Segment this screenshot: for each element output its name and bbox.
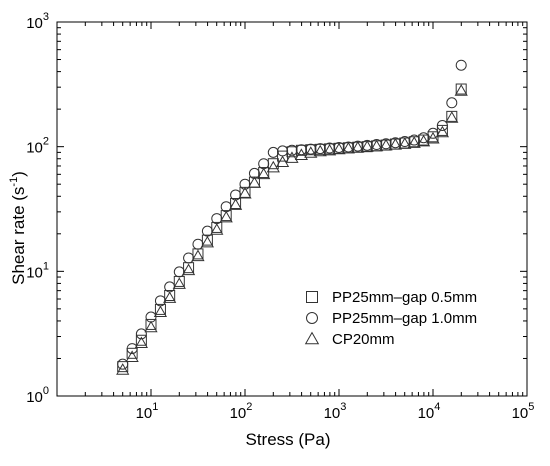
data-point-circle bbox=[418, 132, 430, 144]
legend-label: CP20mm bbox=[332, 331, 395, 348]
y-axis-label-close: ) bbox=[9, 171, 28, 177]
data-point-triangle bbox=[191, 249, 205, 262]
data-point-triangle bbox=[257, 167, 271, 180]
data-point-circle bbox=[135, 328, 147, 340]
y-axis-label-main: Shear rate (s bbox=[9, 187, 28, 285]
data-point-circle bbox=[192, 238, 204, 250]
x-tick-label: 102 bbox=[230, 401, 253, 422]
data-point-circle bbox=[305, 143, 317, 155]
legend-label: PP25mm–gap 1.0mm bbox=[332, 310, 477, 327]
x-tick-label: 103 bbox=[324, 401, 347, 422]
series-square bbox=[117, 83, 467, 373]
data-point-triangle bbox=[454, 84, 468, 96]
data-point-triangle bbox=[275, 155, 290, 168]
data-point-triangle bbox=[313, 144, 327, 157]
data-point-triangle bbox=[351, 141, 365, 153]
legend-label: PP25mm–gap 0.5mm bbox=[332, 289, 477, 306]
data-point-triangle bbox=[360, 140, 374, 152]
data-point-triangle bbox=[238, 186, 252, 199]
y-tick-label: 101 bbox=[26, 260, 49, 281]
data-point-circle bbox=[126, 343, 138, 355]
data-point-triangle bbox=[426, 131, 440, 144]
y-axis-label: Shear rate (s-1) bbox=[8, 171, 28, 285]
data-point-triangle bbox=[134, 336, 148, 349]
data-point-square bbox=[126, 347, 138, 359]
data-point-square bbox=[333, 142, 345, 154]
data-point-circle bbox=[427, 127, 439, 139]
y-tick-label: 103 bbox=[26, 11, 49, 32]
data-point-circle bbox=[333, 141, 345, 153]
plot-frame bbox=[56, 21, 528, 397]
data-point-triangle bbox=[247, 176, 262, 188]
data-point-circle bbox=[314, 143, 326, 155]
data-point-triangle bbox=[144, 320, 158, 333]
data-point-square bbox=[145, 318, 157, 330]
data-point-circle bbox=[295, 144, 307, 156]
data-point-circle bbox=[117, 358, 129, 370]
data-point-triangle bbox=[332, 142, 346, 155]
data-point-circle bbox=[145, 311, 157, 323]
data-point-square bbox=[258, 167, 270, 179]
legend-marker-triangle bbox=[304, 331, 320, 345]
data-point-triangle bbox=[285, 151, 299, 163]
data-point-triangle bbox=[416, 134, 431, 147]
data-point-square bbox=[455, 83, 467, 95]
data-point-triangle bbox=[172, 277, 186, 289]
axis-ticks bbox=[56, 22, 527, 397]
data-point-square bbox=[342, 142, 354, 154]
data-point-square bbox=[154, 303, 166, 315]
data-point-square bbox=[164, 289, 176, 301]
data-point-square bbox=[277, 150, 289, 162]
data-point-circle bbox=[455, 59, 467, 71]
data-point-circle bbox=[324, 142, 336, 154]
y-tick-label: 102 bbox=[26, 136, 49, 157]
y-axis-label-sup: -1 bbox=[8, 177, 20, 187]
data-point-circle bbox=[173, 266, 185, 278]
data-point-circle bbox=[183, 252, 195, 264]
data-point-triangle bbox=[294, 148, 309, 160]
data-point-triangle bbox=[388, 138, 403, 150]
data-point-triangle bbox=[125, 350, 139, 362]
data-point-triangle bbox=[435, 125, 450, 138]
data-point-triangle bbox=[398, 137, 412, 149]
data-point-circle bbox=[446, 97, 458, 109]
data-point-triangle bbox=[210, 223, 224, 235]
data-point-square bbox=[117, 361, 129, 373]
data-markers bbox=[116, 59, 468, 375]
x-tick-label: 105 bbox=[512, 401, 535, 422]
data-point-triangle bbox=[163, 291, 177, 303]
x-tick-label: 104 bbox=[418, 401, 441, 422]
data-point-circle bbox=[248, 167, 260, 179]
data-point-triangle bbox=[379, 138, 393, 151]
data-point-triangle bbox=[445, 111, 459, 123]
y-tick-label: 100 bbox=[26, 385, 49, 406]
tick-labels: 101 102 103 104 105 100 101 102 103 bbox=[26, 11, 534, 422]
legend: PP25mm–gap 0.5mm PP25mm–gap 1.0mm CP20mm bbox=[304, 289, 477, 348]
data-point-triangle bbox=[153, 305, 168, 318]
data-point-triangle bbox=[219, 210, 233, 223]
legend-marker-circle bbox=[306, 312, 318, 324]
x-axis-label: Stress (Pa) bbox=[245, 430, 330, 449]
data-point-triangle bbox=[341, 141, 356, 154]
data-point-triangle bbox=[228, 198, 243, 210]
data-point-circle bbox=[436, 119, 448, 131]
data-point-square bbox=[201, 234, 213, 246]
data-point-square bbox=[211, 221, 223, 233]
data-point-circle bbox=[371, 139, 383, 151]
data-point-circle bbox=[267, 146, 279, 158]
data-point-triangle bbox=[181, 263, 196, 276]
data-point-circle bbox=[286, 144, 298, 156]
data-point-square bbox=[135, 334, 147, 346]
data-point-triangle bbox=[369, 139, 384, 152]
data-point-triangle bbox=[116, 363, 130, 375]
data-point-triangle bbox=[200, 235, 215, 248]
data-point-triangle bbox=[304, 146, 318, 158]
x-tick-label: 101 bbox=[136, 401, 159, 422]
data-point-triangle bbox=[407, 136, 421, 148]
legend-marker-square bbox=[306, 291, 318, 303]
data-point-triangle bbox=[322, 143, 337, 156]
series-triangle bbox=[116, 84, 468, 375]
